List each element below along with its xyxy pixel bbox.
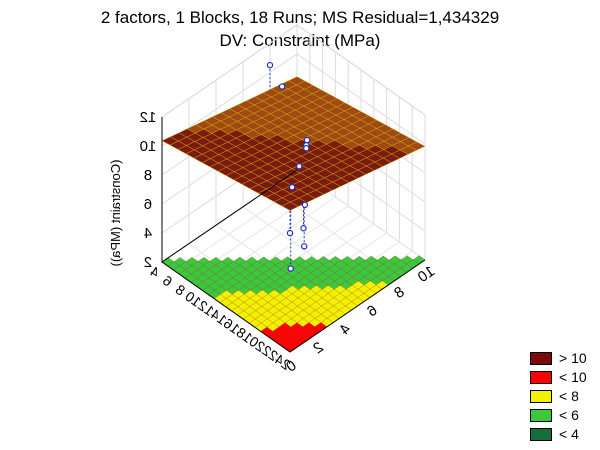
legend-item: < 6: [525, 407, 597, 426]
legend-item: > 10: [525, 350, 597, 369]
data-point: [296, 163, 303, 170]
data-point: [301, 243, 308, 250]
data-point: [303, 136, 311, 144]
legend-item: < 4: [525, 426, 597, 445]
data-point: [300, 225, 307, 232]
legend-item: < 8: [525, 388, 597, 407]
fitted-surface: [161, 76, 426, 211]
data-point: [303, 144, 310, 152]
legend: > 10 < 10 < 8 < 6 < 4: [525, 350, 597, 445]
legend-label: < 6: [559, 407, 579, 423]
data-point: [287, 265, 294, 272]
chart-title: 2 factors, 1 Blocks, 18 Runs; MS Residua…: [100, 8, 500, 27]
x-tick-label: 6: [160, 272, 176, 290]
legend-label: > 10: [559, 350, 587, 366]
legend-swatch: [530, 352, 552, 365]
y-tick-label: 4: [337, 320, 354, 339]
legend-label: < 10: [559, 369, 587, 385]
legend-label: < 8: [559, 388, 579, 404]
legend-swatch: [530, 428, 552, 441]
z-axis-tick-labels: 2 4 6 8 10 12: [140, 109, 157, 271]
y-tick-label: 6: [364, 302, 381, 321]
y-tick-label: 10: [415, 263, 438, 286]
legend-label: < 4: [559, 426, 579, 442]
z-tick-label: 6: [144, 196, 152, 213]
legend-swatch: [530, 390, 552, 403]
z-tick-label: 8: [144, 167, 152, 184]
contour-projection: [161, 255, 426, 352]
legend-swatch: [530, 409, 552, 422]
data-point: [278, 83, 286, 90]
z-tick-label: 2: [144, 254, 152, 271]
legend-swatch: [530, 371, 552, 384]
z-tick-label: 10: [140, 138, 157, 155]
legend-item: < 10: [525, 369, 597, 388]
y-tick-label: 8: [391, 283, 408, 302]
z-tick-label: 4: [144, 225, 152, 242]
data-point: [288, 183, 296, 191]
chart-subtitle: DV: Constraint (MPa): [219, 31, 381, 50]
plot-box-front-edges: [161, 117, 426, 353]
z-tick-label: 12: [140, 109, 157, 126]
data-point: [266, 61, 274, 69]
data-point: [286, 229, 294, 237]
z-axis-label: (Constraint (MPa)): [108, 160, 123, 267]
y-tick-label: 2: [310, 339, 327, 358]
data-point: [301, 201, 309, 209]
data-points: [266, 61, 311, 272]
